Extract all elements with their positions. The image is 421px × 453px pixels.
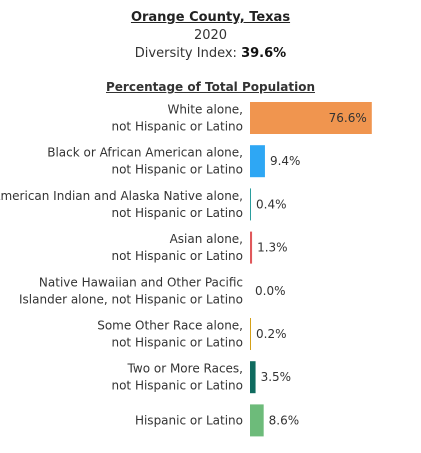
value-label: 9.4% [270,154,301,168]
category-label: Asian alone, not Hispanic or Latino [111,232,243,263]
category-label: White alone, not Hispanic or Latino [111,103,243,134]
category-label: Native Hawaiian and Other Pacific Islande… [19,275,243,306]
bar [250,145,265,178]
value-label: 8.6% [269,413,300,427]
diversity-index-value: 39.6% [241,46,287,61]
diversity-index: Diversity Index: 39.6% [0,46,421,61]
category-label: Two or More Races, not Hispanic or Latino [111,362,243,393]
value-label: 1.3% [257,241,288,255]
bar [250,361,256,394]
category-label: Black or African American alone, not Hisp… [47,146,243,177]
year-label: 2020 [193,28,228,43]
diversity-index-label: Diversity Index: [134,46,237,61]
bar [250,404,264,437]
bar [250,231,253,264]
category-label: Hispanic or Latino [135,413,243,427]
chart-title: Percentage of Total Population [105,80,315,94]
value-label: 0.2% [256,327,287,341]
category-label: American Indian and Alaska Native alone,… [0,189,243,220]
value-label: 3.5% [261,370,292,384]
bar [250,102,372,134]
value-label: 76.6% [329,111,367,125]
bar [250,318,251,350]
value-label: 0.0% [255,284,286,298]
category-label: Some Other Race alone, not Hispanic or La… [97,319,243,350]
county-title: Orange County, Texas [130,10,291,25]
value-label: 0.4% [256,197,287,211]
bar [250,188,251,221]
